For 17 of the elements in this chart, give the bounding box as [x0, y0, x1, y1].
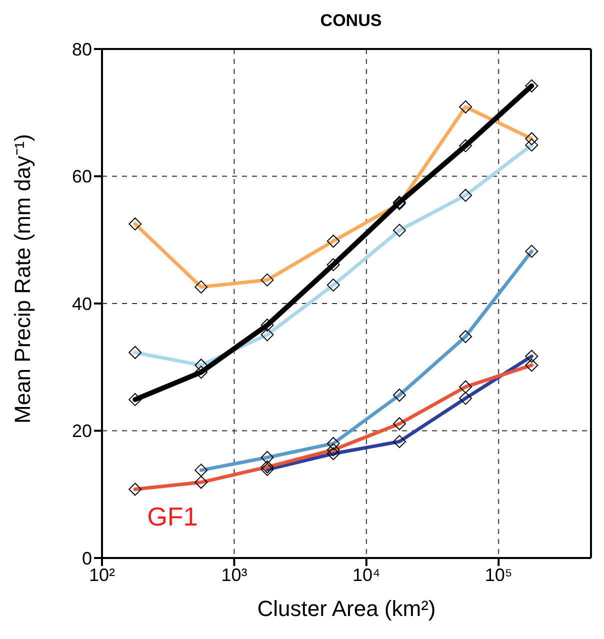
point: [459, 139, 472, 152]
point: [525, 79, 538, 92]
point: [128, 393, 142, 406]
series-label: GF1: [147, 501, 198, 532]
y-tick-label: 20: [72, 421, 92, 442]
point: [326, 258, 340, 272]
x-tick-label: 10³: [221, 564, 248, 585]
chart-title: CONUS: [319, 10, 383, 32]
point: [260, 318, 274, 332]
point: [194, 366, 208, 379]
y-axis-title: Mean Precip Rate (mm day⁻¹): [10, 134, 35, 424]
x-axis-title: Cluster Area (km²): [257, 596, 436, 621]
x-tick-label: 10⁴: [352, 564, 380, 585]
y-tick-label: 60: [72, 166, 92, 187]
x-tick-label: 10⁵: [484, 564, 512, 585]
y-tick-label: 80: [72, 39, 92, 60]
y-tick-label: 40: [72, 294, 92, 314]
